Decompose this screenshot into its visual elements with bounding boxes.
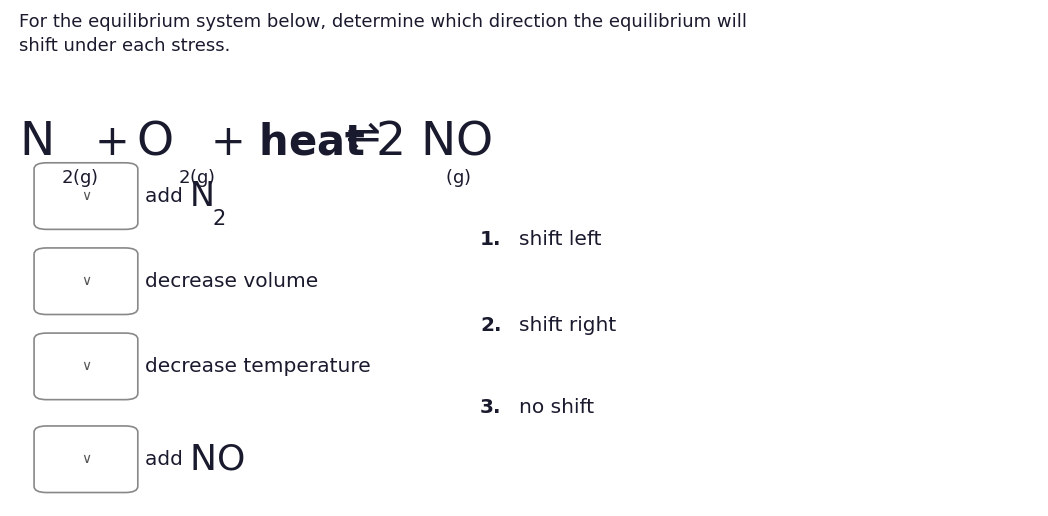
FancyBboxPatch shape	[34, 333, 138, 399]
Text: $\mathregular{2(g)}$: $\mathregular{2(g)}$	[178, 167, 216, 189]
Text: $\mathregular{(g)}$: $\mathregular{(g)}$	[445, 167, 472, 189]
Text: For the equilibrium system below, determine which direction the equilibrium will: For the equilibrium system below, determ…	[19, 13, 747, 55]
Text: $\mathregular{NO}$: $\mathregular{NO}$	[189, 442, 244, 476]
Text: no shift: no shift	[519, 398, 594, 417]
Text: $+$: $+$	[94, 122, 127, 164]
FancyBboxPatch shape	[34, 248, 138, 314]
FancyBboxPatch shape	[34, 163, 138, 229]
Text: 2.: 2.	[480, 316, 502, 334]
Text: $\mathregular{N}$: $\mathregular{N}$	[19, 120, 51, 165]
Text: $\vee$: $\vee$	[81, 189, 91, 203]
Text: $\rightleftharpoons$: $\rightleftharpoons$	[337, 117, 380, 158]
Text: 1.: 1.	[480, 231, 502, 249]
Text: $\vee$: $\vee$	[81, 359, 91, 374]
Text: decrease temperature: decrease temperature	[145, 357, 370, 376]
FancyBboxPatch shape	[34, 426, 138, 492]
Text: $\vee$: $\vee$	[81, 452, 91, 466]
Text: shift right: shift right	[519, 316, 616, 334]
Text: shift left: shift left	[519, 231, 602, 249]
Text: $\mathregular{2(g)}$: $\mathregular{2(g)}$	[61, 167, 99, 189]
Text: $\mathregular{2\ NO}$: $\mathregular{2\ NO}$	[375, 120, 493, 165]
Text: $\vee$: $\vee$	[81, 274, 91, 288]
Text: $+\ \mathbf{heat}$: $+\ \mathbf{heat}$	[210, 122, 365, 164]
Text: decrease volume: decrease volume	[145, 272, 318, 291]
Text: $\mathregular{2}$: $\mathregular{2}$	[212, 209, 225, 229]
Text: add: add	[145, 187, 189, 205]
Text: $\mathregular{O}$: $\mathregular{O}$	[136, 120, 173, 165]
Text: 3.: 3.	[480, 398, 502, 417]
Text: add: add	[145, 450, 189, 469]
Text: $\mathregular{N}$: $\mathregular{N}$	[189, 180, 213, 213]
